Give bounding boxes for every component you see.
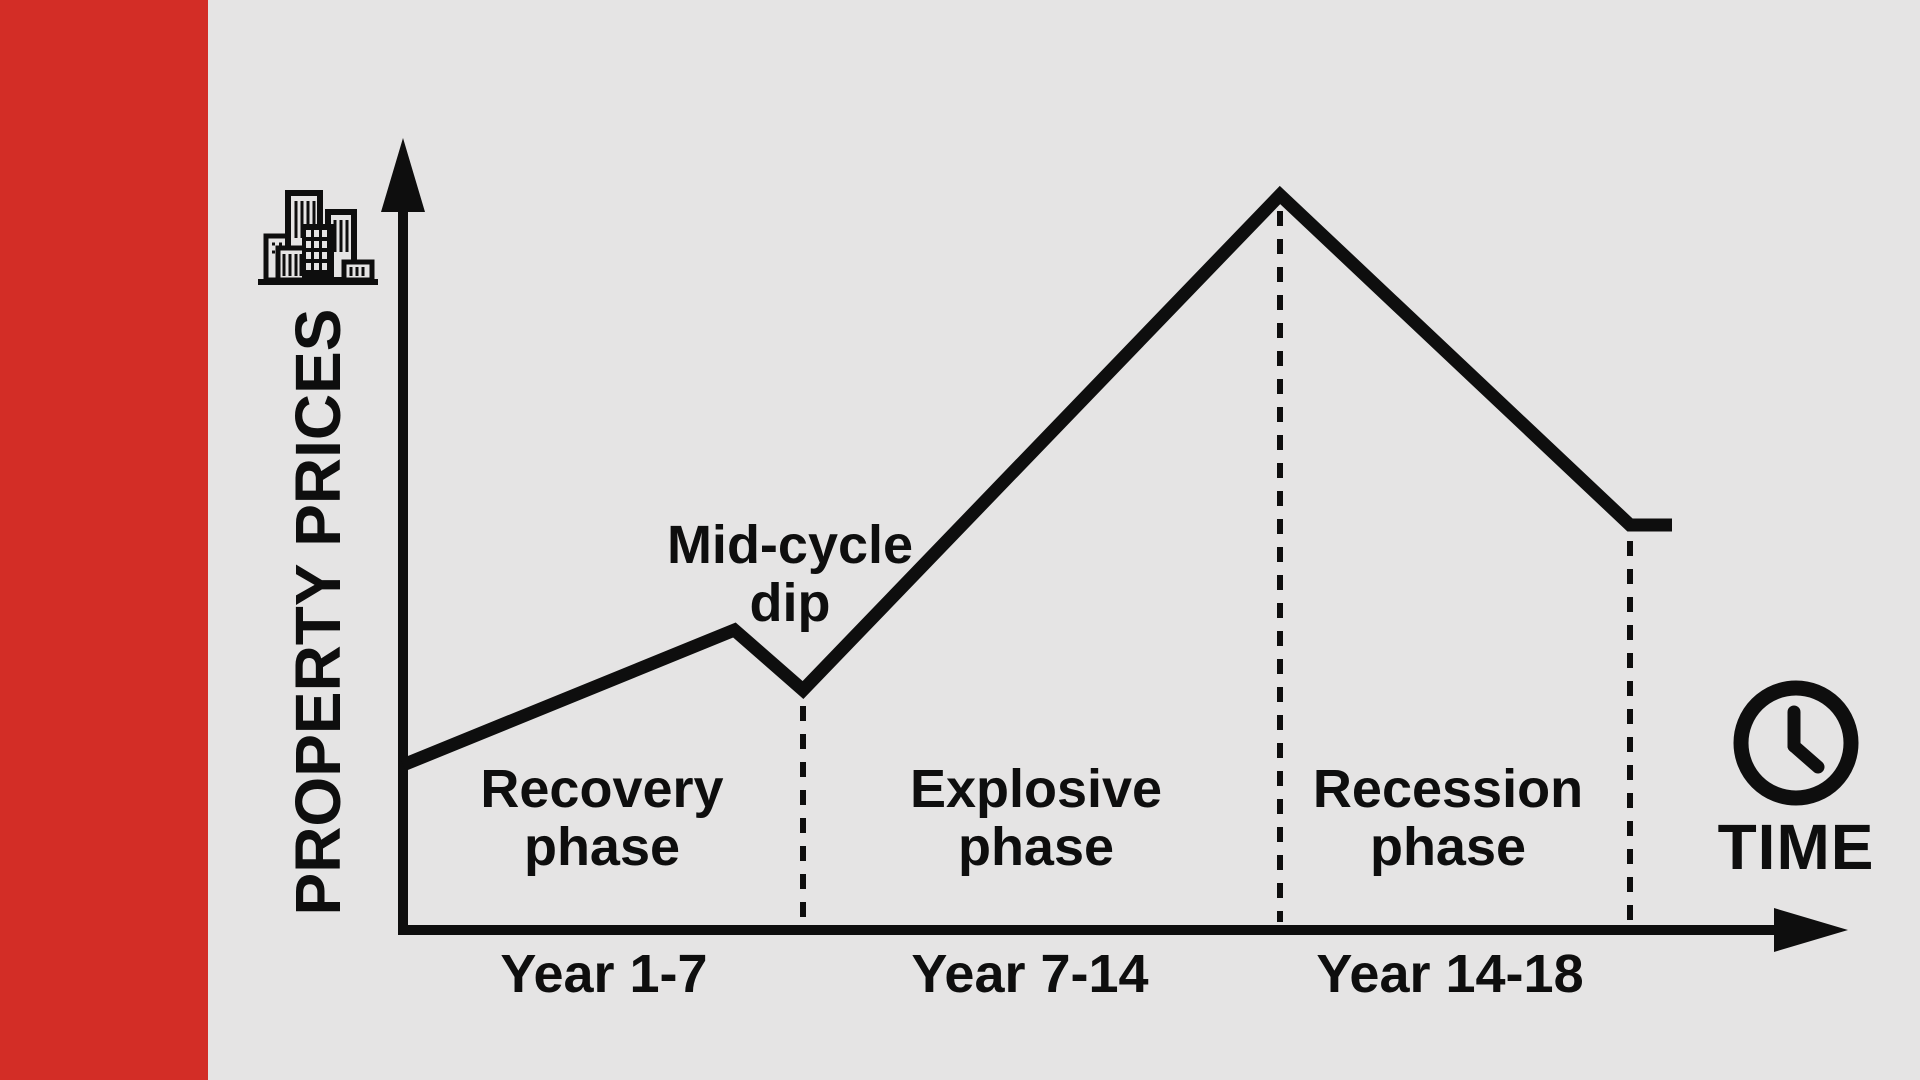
x-tick-label-year-1-7: Year 1-7: [500, 944, 708, 1004]
phase-label-recession: Recession phase: [1312, 759, 1584, 877]
y-axis-label: PROPERTY PRICES: [282, 308, 354, 916]
city-buildings-icon: [258, 190, 378, 285]
x-tick-label-year-14-18: Year 14-18: [1316, 944, 1584, 1004]
x-tick-label-year-7-14: Year 7-14: [911, 944, 1149, 1004]
price-curve: [400, 185, 1672, 772]
phase-label-recovery: Recovery phase: [480, 759, 724, 877]
phase-boundary-dashed-lines: [800, 211, 1633, 922]
x-axis-arrowhead: [1774, 908, 1848, 952]
left-red-accent-bar: [0, 0, 208, 1080]
mid-cycle-dip-annotation: Mid-cycle dip: [666, 515, 914, 633]
phase-label-explosive: Explosive phase: [909, 759, 1163, 877]
y-axis-arrowhead: [381, 138, 425, 212]
clock-icon: [1733, 680, 1859, 806]
x-axis-label: TIME: [1717, 811, 1875, 883]
